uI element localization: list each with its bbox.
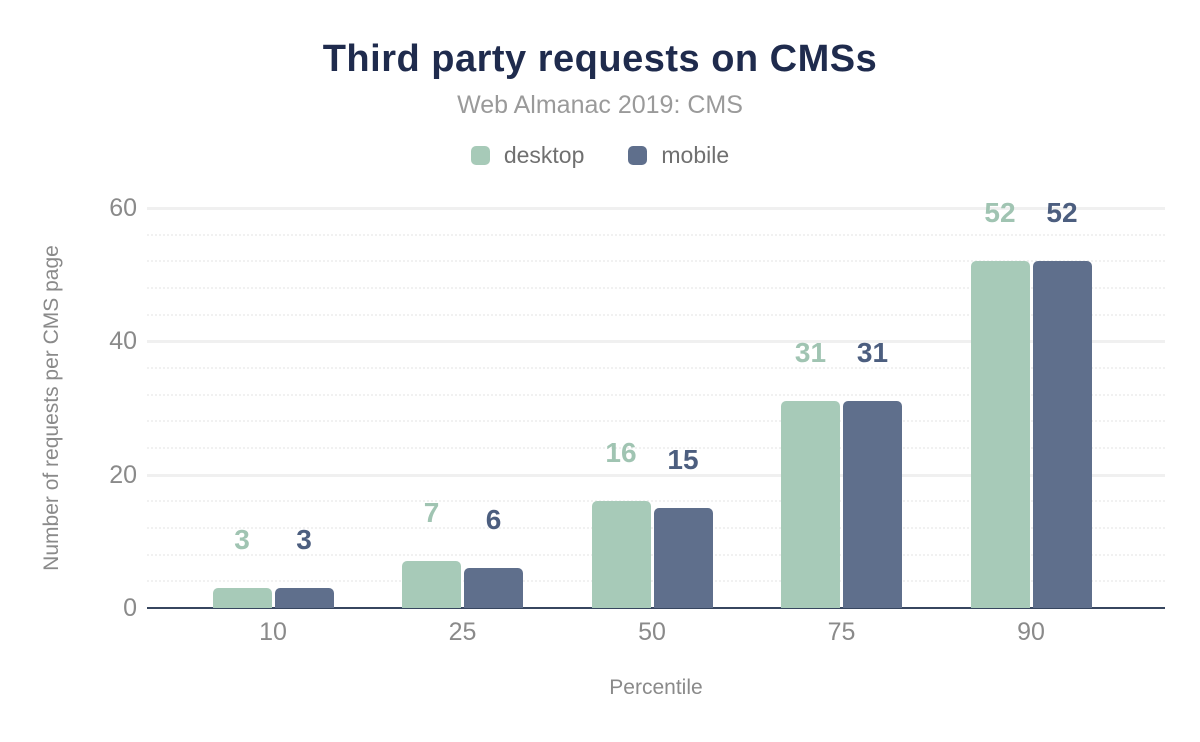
bar-value-label: 31 [856, 337, 889, 368]
gridline-minor [147, 287, 1165, 289]
bar-value-label: 6 [485, 504, 502, 535]
y-tick-label: 0 [123, 594, 137, 622]
x-tick-label: 90 [1017, 618, 1045, 646]
legend-label: desktop [503, 142, 585, 168]
bar-value-label: 52 [1046, 197, 1078, 228]
bar-value-label: 3 [296, 524, 312, 555]
x-tick-label: 25 [448, 618, 477, 646]
legend-item-desktop: desktop [470, 142, 585, 169]
gridline-minor [147, 447, 1165, 449]
bar-mobile-90[interactable] [1032, 261, 1092, 608]
legend-item-mobile: mobile [628, 142, 729, 169]
gridline-minor [147, 500, 1165, 503]
gridline-major [147, 207, 1165, 210]
x-tick-label: 10 [259, 618, 287, 646]
y-tick-label: 40 [109, 327, 137, 356]
bar-value-label: 7 [423, 497, 440, 528]
gridline-minor [147, 233, 1165, 236]
bar-value-label: 52 [984, 197, 1016, 228]
gridline-major [147, 340, 1165, 344]
bar-mobile-75[interactable] [843, 401, 902, 608]
chart-subtitle: Web Almanac 2019: CMS [457, 91, 743, 119]
legend-swatch-icon [628, 146, 648, 165]
gridline-minor [147, 260, 1165, 263]
bar-mobile-25[interactable] [464, 568, 523, 608]
bar-value-label: 15 [667, 444, 699, 475]
x-axis-line [147, 607, 1165, 609]
x-tick-label: 50 [638, 618, 666, 646]
bar-desktop-75[interactable] [781, 401, 840, 608]
bar-value-label: 31 [794, 337, 827, 368]
bar-value-label: 16 [605, 437, 637, 468]
y-tick-label: 20 [109, 460, 137, 489]
x-axis-title: Percentile [609, 676, 703, 699]
legend-label: mobile [661, 142, 730, 168]
bar-mobile-10[interactable] [274, 588, 334, 608]
legend: desktop mobile [0, 142, 1200, 169]
gridline-minor [147, 393, 1165, 396]
gridline-minor [147, 313, 1165, 316]
bar-desktop-90[interactable] [970, 261, 1030, 608]
plot-area: 3 3 7 6 16 15 31 31 52 52 [147, 199, 1165, 609]
gridline-minor [147, 420, 1165, 423]
gridline-major [147, 473, 1165, 477]
bar-value-label: 3 [234, 524, 250, 555]
bar-desktop-10[interactable] [212, 588, 272, 608]
chart-title: Third party requests on CMSs [322, 38, 878, 80]
legend-swatch-icon [470, 146, 490, 165]
bar-desktop-25[interactable] [402, 561, 461, 608]
y-axis-title: Number of requests per CMS page [40, 245, 63, 571]
bar-desktop-50[interactable] [591, 501, 651, 608]
bar-mobile-50[interactable] [653, 508, 713, 608]
gridline-minor [147, 367, 1165, 369]
x-tick-label: 75 [827, 618, 856, 646]
y-tick-label: 60 [109, 194, 137, 222]
